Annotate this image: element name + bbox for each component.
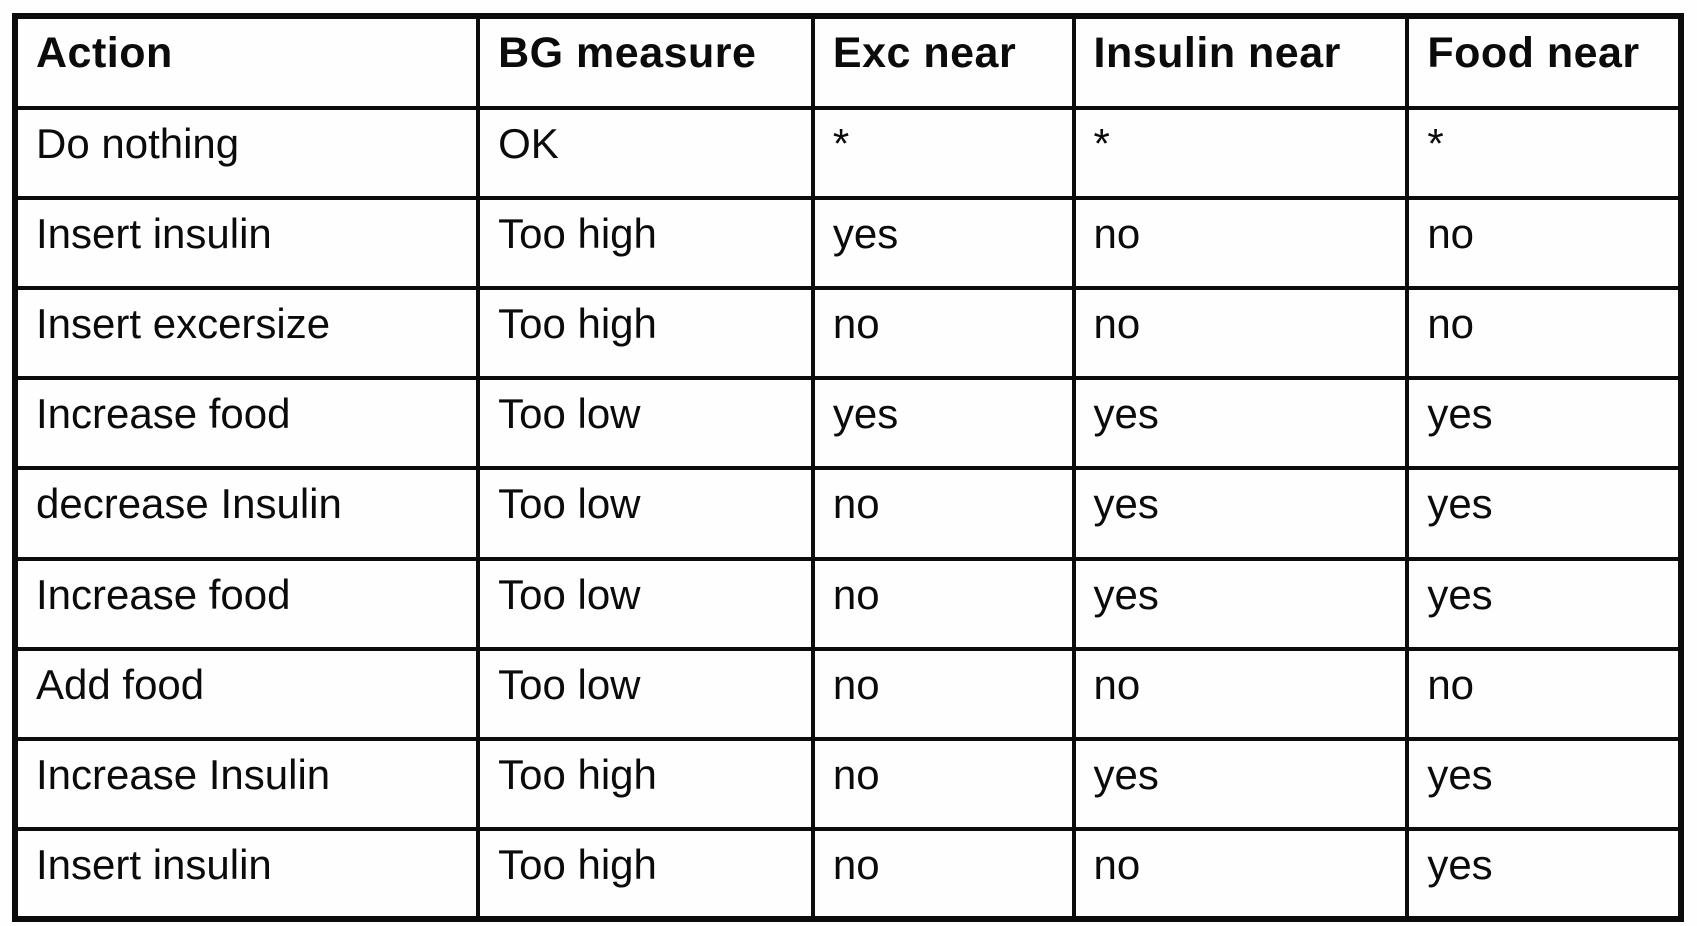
cell-insulin-near: yes [1071, 376, 1410, 471]
table-row: Insert insulin Too high no no yes [12, 826, 1683, 922]
cell-food-near: * [1405, 105, 1683, 201]
table-row: Add food Too low no no no [12, 646, 1683, 741]
cell-action: Increase Insulin [12, 736, 481, 831]
cell-food-near: yes [1405, 736, 1683, 831]
cell-exc-near: no [810, 826, 1076, 922]
cell-food-near: yes [1405, 466, 1683, 561]
cell-action: decrease Insulin [12, 466, 481, 561]
table-row: Insert insulin Too high yes no no [12, 196, 1683, 291]
cell-bg-measure: OK [476, 105, 815, 201]
cell-action: Do nothing [12, 105, 481, 201]
cell-bg-measure: Too low [476, 646, 815, 741]
cell-exc-near: no [810, 736, 1076, 831]
cell-bg-measure: Too low [476, 556, 815, 651]
table-row: Increase food Too low no yes yes [12, 556, 1683, 651]
cell-action: Add food [12, 646, 481, 741]
cell-bg-measure: Too high [476, 736, 815, 831]
cell-bg-measure: Too high [476, 196, 815, 291]
cell-food-near: no [1405, 196, 1683, 291]
cell-food-near: no [1405, 286, 1683, 381]
cell-food-near: yes [1405, 556, 1683, 651]
cell-insulin-near: yes [1071, 556, 1410, 651]
cell-insulin-near: yes [1071, 736, 1410, 831]
cell-action: Insert insulin [12, 826, 481, 922]
cell-bg-measure: Too high [476, 286, 815, 381]
table-row: Insert excersize Too high no no no [12, 286, 1683, 381]
table-row: decrease Insulin Too low no yes yes [12, 466, 1683, 561]
table-row: Do nothing OK * * * [12, 105, 1683, 201]
cell-exc-near: yes [810, 376, 1076, 471]
table-row: Increase Insulin Too high no yes yes [12, 736, 1683, 831]
cell-food-near: no [1405, 646, 1683, 741]
cell-insulin-near: no [1071, 646, 1410, 741]
cell-food-near: yes [1405, 826, 1683, 922]
col-header-action: Action [12, 14, 481, 110]
header-row: Action BG measure Exc near Insulin near … [12, 14, 1683, 110]
cell-exc-near: yes [810, 196, 1076, 291]
cell-exc-near: no [810, 646, 1076, 741]
cell-action: Insert excersize [12, 286, 481, 381]
cell-insulin-near: no [1071, 196, 1410, 291]
cell-insulin-near: no [1071, 286, 1410, 381]
cell-bg-measure: Too high [476, 826, 815, 922]
cell-insulin-near: * [1071, 105, 1410, 201]
cell-food-near: yes [1405, 376, 1683, 471]
col-header-food-near: Food near [1405, 14, 1683, 110]
cell-exc-near: no [810, 286, 1076, 381]
col-header-insulin-near: Insulin near [1071, 14, 1410, 110]
cell-insulin-near: yes [1071, 466, 1410, 561]
cell-bg-measure: Too low [476, 376, 815, 471]
table-row: Increase food Too low yes yes yes [12, 376, 1683, 471]
cell-action: Increase food [12, 556, 481, 651]
cell-bg-measure: Too low [476, 466, 815, 561]
action-decision-table: Action BG measure Exc near Insulin near … [12, 13, 1684, 922]
cell-exc-near: no [810, 556, 1076, 651]
cell-exc-near: no [810, 466, 1076, 561]
col-header-bg-measure: BG measure [476, 14, 815, 110]
cell-exc-near: * [810, 105, 1076, 201]
cell-action: Increase food [12, 376, 481, 471]
cell-action: Insert insulin [12, 196, 481, 291]
col-header-exc-near: Exc near [810, 14, 1076, 110]
cell-insulin-near: no [1071, 826, 1410, 922]
